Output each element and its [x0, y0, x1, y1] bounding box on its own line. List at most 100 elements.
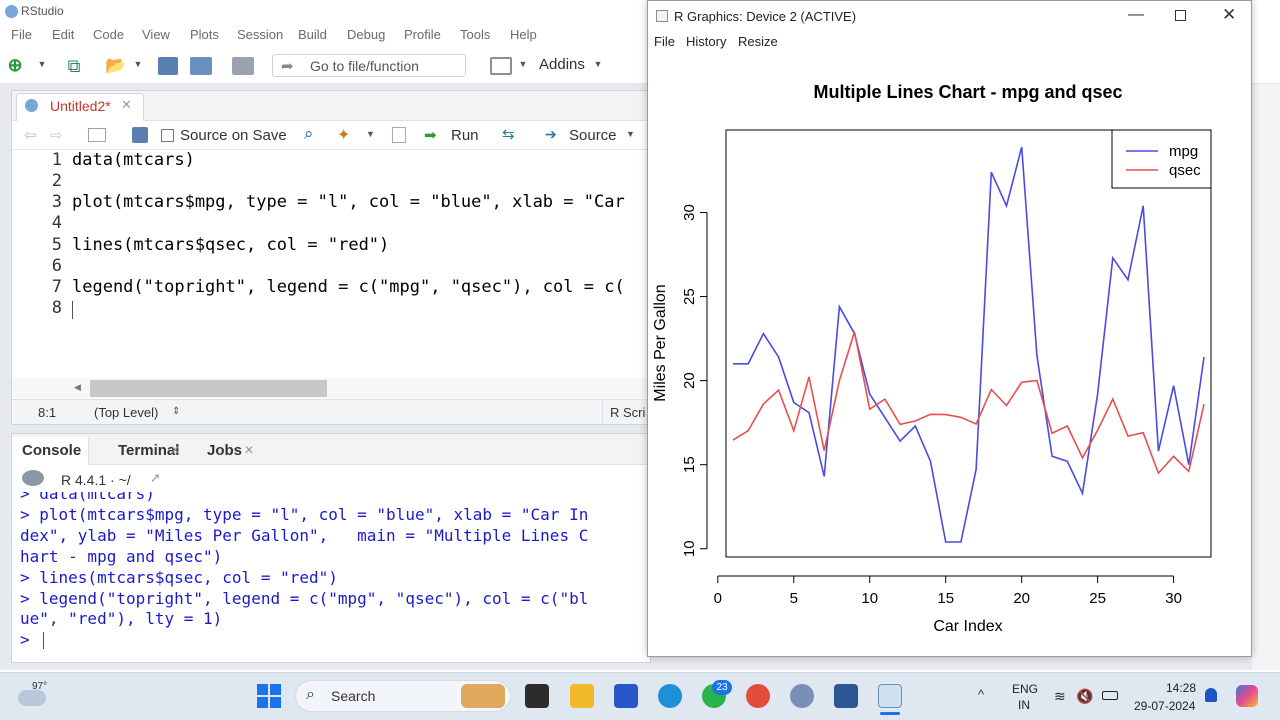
copilot-icon[interactable]	[1236, 685, 1258, 707]
back-arrow-icon[interactable]: ⇦	[24, 127, 37, 144]
menu-profile[interactable]: Profile	[404, 27, 441, 42]
right-pane-strip	[1252, 84, 1280, 670]
chevron-down-icon[interactable]: ▼	[366, 129, 375, 139]
menu-plots[interactable]: Plots	[190, 27, 219, 42]
show-in-window-icon[interactable]	[88, 128, 106, 142]
close-icon[interactable]: ✕	[121, 97, 132, 112]
taskbar	[0, 672, 1280, 720]
taskbar-search[interactable]: ⌕ Search	[295, 680, 511, 712]
goto-file-function-input[interactable]: ➦ Go to file/function	[272, 54, 466, 77]
menu-debug[interactable]: Debug	[347, 27, 386, 42]
print-icon[interactable]	[232, 57, 254, 75]
word-icon[interactable]	[834, 684, 858, 708]
scrollbar-thumb[interactable]	[90, 380, 327, 397]
code-area[interactable]: 1 2 3 4 5 6 7 8 data(mtcars) plot(mtcars…	[12, 150, 650, 378]
chevron-down-icon[interactable]: ▼	[626, 129, 635, 139]
windows-start-icon[interactable]	[257, 684, 281, 708]
store-icon[interactable]	[614, 684, 638, 708]
notification-bell-icon[interactable]	[1205, 688, 1217, 702]
close-icon[interactable]: ✕	[244, 443, 255, 457]
line-chart: Multiple Lines Chart - mpg and qsec Car …	[652, 82, 1212, 635]
menu-build[interactable]: Build	[298, 27, 327, 42]
menu-code[interactable]: Code	[93, 27, 125, 42]
source-button[interactable]: Source	[569, 127, 617, 144]
whatsapp-badge: 23	[712, 680, 732, 695]
new-file-icon[interactable]: ⊕	[7, 54, 23, 75]
editor-toolbar: ⇦ ⇨ Source on Save ⌕ ✦ ▼ ➡ Run ⇆ ➔ Sourc…	[12, 122, 650, 150]
forward-arrow-icon[interactable]: ⇨	[50, 127, 63, 144]
source-on-save-checkbox[interactable]	[161, 129, 174, 142]
addins-button[interactable]: Addins	[539, 56, 585, 73]
chevron-down-icon[interactable]: ▼	[37, 59, 47, 69]
battery-icon[interactable]	[1102, 691, 1118, 700]
menu-tools[interactable]: Tools	[460, 27, 491, 42]
close-icon[interactable]: ✕	[1222, 5, 1237, 24]
x-tick-label: 0	[714, 590, 722, 607]
window-icon	[656, 10, 668, 22]
save-icon[interactable]	[158, 57, 178, 75]
rerun-icon[interactable]: ⇆	[502, 126, 515, 143]
menu-file[interactable]: File	[11, 27, 32, 42]
maximize-icon[interactable]	[1175, 10, 1186, 21]
r-graphics-taskbar-icon[interactable]	[878, 684, 902, 708]
x-tick-label: 20	[1013, 590, 1030, 607]
language-indicator[interactable]: ENG	[1012, 682, 1039, 696]
graphics-menubar: File History Resize	[648, 31, 1251, 53]
edge-icon[interactable]	[658, 684, 682, 708]
console-output[interactable]: > data(mtcars) > plot(mtcars$mpg, type =…	[12, 492, 650, 662]
region-indicator: IN	[1018, 698, 1030, 712]
tab-terminal[interactable]: Terminal	[118, 442, 180, 459]
scroll-left-icon[interactable]: ◀	[74, 382, 81, 392]
clock-date[interactable]: 29-07-2024	[1134, 699, 1196, 713]
legend-label-qsec: qsec	[1169, 162, 1201, 179]
go-to-directory-icon[interactable]: ➚	[150, 470, 161, 485]
code-line: plot(mtcars$mpg, type = "l", col = "blue…	[72, 192, 625, 212]
close-icon[interactable]: ✕	[170, 443, 181, 457]
y-axis-label: Miles Per Gallon	[652, 284, 669, 401]
file-explorer-icon[interactable]	[570, 684, 594, 708]
line-number: 8	[51, 298, 62, 318]
series-line-mpg	[733, 146, 1205, 543]
console-header: R 4.4.1 · ~/ ➚	[12, 466, 650, 492]
grid-layout-icon[interactable]	[490, 57, 512, 75]
save-icon[interactable]	[132, 127, 148, 143]
graphics-menu-file[interactable]: File	[654, 34, 675, 49]
line-number: 3	[51, 192, 62, 212]
menu-session[interactable]: Session	[237, 27, 284, 42]
menu-edit[interactable]: Edit	[52, 27, 75, 42]
chevron-up-icon[interactable]: ^	[978, 687, 985, 702]
menu-view[interactable]: View	[142, 27, 170, 42]
scope-selector[interactable]: (Top Level)	[94, 405, 159, 420]
file-type-selector[interactable]: R Scri	[610, 405, 646, 420]
tab-jobs[interactable]: Jobs	[207, 442, 243, 459]
rstudio-taskbar-icon[interactable]	[790, 684, 814, 708]
tab-console[interactable]: Console	[12, 437, 89, 465]
editor-statusbar: 8:1 (Top Level) ⇕ R Scri	[12, 399, 650, 424]
clock-time[interactable]: 14:28	[1166, 681, 1197, 695]
task-view-icon[interactable]	[525, 684, 549, 708]
minimize-icon[interactable]: —	[1128, 6, 1144, 23]
tab-untitled2[interactable]: Untitled2* ✕	[16, 93, 144, 121]
save-all-icon[interactable]	[190, 57, 212, 75]
console-line: > legend("topright", legend = c("mpg", "…	[20, 589, 589, 608]
graphics-menu-history[interactable]: History	[686, 34, 727, 49]
x-tick-label: 30	[1165, 590, 1182, 607]
weather-cloud-icon[interactable]	[18, 690, 46, 706]
line-number: 2	[51, 171, 62, 191]
search-icon[interactable]: ⌕	[304, 124, 314, 143]
chrome-icon[interactable]	[746, 684, 770, 708]
document-outline-icon[interactable]	[392, 127, 406, 143]
open-folder-icon[interactable]: 📂	[105, 56, 127, 75]
chevron-down-icon[interactable]: ▼	[593, 59, 603, 69]
wifi-icon[interactable]: ≋	[1054, 688, 1066, 704]
graphics-menu-resize[interactable]: Resize	[738, 34, 778, 49]
magic-wand-icon[interactable]: ✦	[337, 127, 351, 144]
volume-mute-icon[interactable]: 🔇	[1076, 688, 1094, 704]
run-button[interactable]: Run	[451, 127, 479, 144]
chart-title: Multiple Lines Chart - mpg and qsec	[813, 82, 1122, 102]
chevron-down-icon[interactable]: ▼	[133, 59, 143, 69]
new-project-icon[interactable]: ⧉	[67, 55, 81, 76]
chevron-down-icon[interactable]: ▼	[518, 59, 528, 69]
menu-help[interactable]: Help	[510, 27, 537, 42]
x-tick-label: 5	[790, 590, 798, 607]
